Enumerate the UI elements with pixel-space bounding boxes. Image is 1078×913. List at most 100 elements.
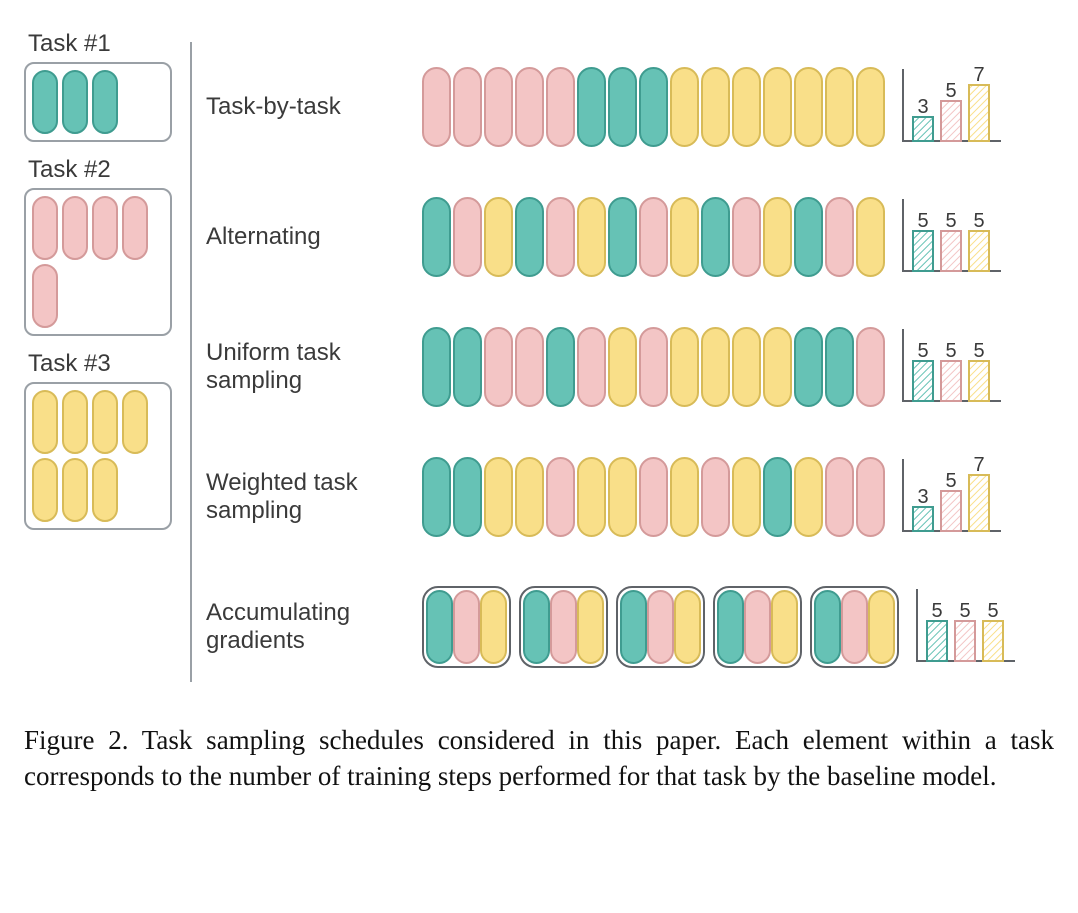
chart-bar-pink bbox=[941, 231, 961, 271]
chart-bar-value: 5 bbox=[917, 340, 928, 362]
task-block: Task #2 bbox=[24, 156, 172, 336]
teal-pill bbox=[453, 457, 482, 537]
pink-pill bbox=[825, 457, 854, 537]
sequence-area: 357 bbox=[422, 453, 1054, 541]
schedule-row: Weighted task sampling 357 bbox=[206, 444, 1054, 550]
sequence-area: 555 bbox=[422, 323, 1054, 411]
yellow-pill bbox=[771, 590, 798, 664]
yellow-pill bbox=[670, 67, 699, 147]
task-box bbox=[24, 188, 172, 336]
schedule-row: Accumulating gradients 555 bbox=[206, 574, 1054, 680]
teal-pill bbox=[814, 590, 841, 664]
task-label: Task #2 bbox=[28, 156, 172, 184]
yellow-pill bbox=[122, 390, 148, 454]
yellow-pill bbox=[92, 390, 118, 454]
yellow-pill bbox=[608, 327, 637, 407]
chart-bar-value: 5 bbox=[959, 600, 970, 622]
teal-pill bbox=[577, 67, 606, 147]
pill-sequence bbox=[422, 67, 885, 147]
schedule-label: Task-by-task bbox=[206, 93, 412, 121]
schedules-column: Task-by-task357Alternating555Uniform tas… bbox=[206, 28, 1054, 688]
pink-pill bbox=[825, 197, 854, 277]
chart-bar-value: 5 bbox=[945, 210, 956, 232]
chart-bar-teal bbox=[913, 507, 933, 531]
chart-bar-pink bbox=[941, 491, 961, 531]
mini-bar-chart: 555 bbox=[909, 583, 1019, 671]
yellow-pill bbox=[794, 457, 823, 537]
yellow-pill bbox=[670, 197, 699, 277]
schedule-label: Weighted task sampling bbox=[206, 469, 412, 524]
teal-pill bbox=[608, 67, 637, 147]
pink-pill bbox=[515, 327, 544, 407]
yellow-pill bbox=[856, 197, 885, 277]
step-group bbox=[810, 586, 899, 668]
yellow-pill bbox=[480, 590, 507, 664]
schedule-label: Accumulating gradients bbox=[206, 599, 412, 654]
yellow-pill bbox=[484, 197, 513, 277]
yellow-pill bbox=[868, 590, 895, 664]
teal-pill bbox=[717, 590, 744, 664]
teal-pill bbox=[426, 590, 453, 664]
mini-bar-chart: 357 bbox=[895, 63, 1005, 151]
chart-bar-value: 5 bbox=[945, 340, 956, 362]
pink-pill bbox=[744, 590, 771, 664]
yellow-pill bbox=[32, 390, 58, 454]
chart-bar-value: 5 bbox=[973, 210, 984, 232]
chart-bar-value: 3 bbox=[917, 486, 928, 508]
pink-pill bbox=[546, 457, 575, 537]
yellow-pill bbox=[674, 590, 701, 664]
task-row bbox=[32, 196, 164, 260]
task-row bbox=[32, 70, 164, 134]
teal-pill bbox=[794, 327, 823, 407]
schedule-row: Alternating555 bbox=[206, 184, 1054, 290]
pink-pill bbox=[62, 196, 88, 260]
task-label: Task #1 bbox=[28, 30, 172, 58]
yellow-pill bbox=[62, 458, 88, 522]
pink-pill bbox=[647, 590, 674, 664]
schedule-row: Uniform task sampling555 bbox=[206, 314, 1054, 420]
chart-bar-teal bbox=[913, 117, 933, 141]
task-box bbox=[24, 62, 172, 142]
mini-bar-chart: 357 bbox=[895, 453, 1005, 541]
sequence-area: 555 bbox=[422, 583, 1054, 671]
pink-pill bbox=[546, 197, 575, 277]
teal-pill bbox=[515, 197, 544, 277]
pill-sequence bbox=[422, 197, 885, 277]
teal-pill bbox=[422, 327, 451, 407]
pill-sequence bbox=[422, 457, 885, 537]
yellow-pill bbox=[732, 67, 761, 147]
vertical-divider bbox=[190, 42, 192, 682]
step-group bbox=[422, 586, 511, 668]
teal-pill bbox=[92, 70, 118, 134]
chart-bar-value: 7 bbox=[973, 64, 984, 86]
figure-page: Task #1Task #2Task #3 Task-by-task357Alt… bbox=[0, 0, 1078, 913]
pink-pill bbox=[92, 196, 118, 260]
chart-bar-value: 5 bbox=[973, 340, 984, 362]
yellow-pill bbox=[515, 457, 544, 537]
pink-pill bbox=[484, 67, 513, 147]
yellow-pill bbox=[577, 197, 606, 277]
chart-bar-value: 3 bbox=[917, 96, 928, 118]
pink-pill bbox=[453, 197, 482, 277]
teal-pill bbox=[825, 327, 854, 407]
tasks-column: Task #1Task #2Task #3 bbox=[24, 28, 172, 688]
schedule-label: Uniform task sampling bbox=[206, 339, 412, 394]
pink-pill bbox=[841, 590, 868, 664]
yellow-pill bbox=[577, 457, 606, 537]
chart-bar-value: 5 bbox=[945, 470, 956, 492]
chart-bar-value: 5 bbox=[945, 80, 956, 102]
teal-pill bbox=[620, 590, 647, 664]
yellow-pill bbox=[732, 457, 761, 537]
chart-bar-yellow bbox=[969, 231, 989, 271]
yellow-pill bbox=[856, 67, 885, 147]
pink-pill bbox=[32, 264, 58, 328]
task-box bbox=[24, 382, 172, 530]
pink-pill bbox=[453, 590, 480, 664]
sequence-area: 357 bbox=[422, 63, 1054, 151]
pink-pill bbox=[732, 197, 761, 277]
teal-pill bbox=[763, 457, 792, 537]
chart-bar-yellow bbox=[969, 361, 989, 401]
yellow-pill bbox=[794, 67, 823, 147]
figure-caption: Figure 2. Task sampling schedules consid… bbox=[24, 722, 1054, 795]
chart-bar-teal bbox=[913, 231, 933, 271]
